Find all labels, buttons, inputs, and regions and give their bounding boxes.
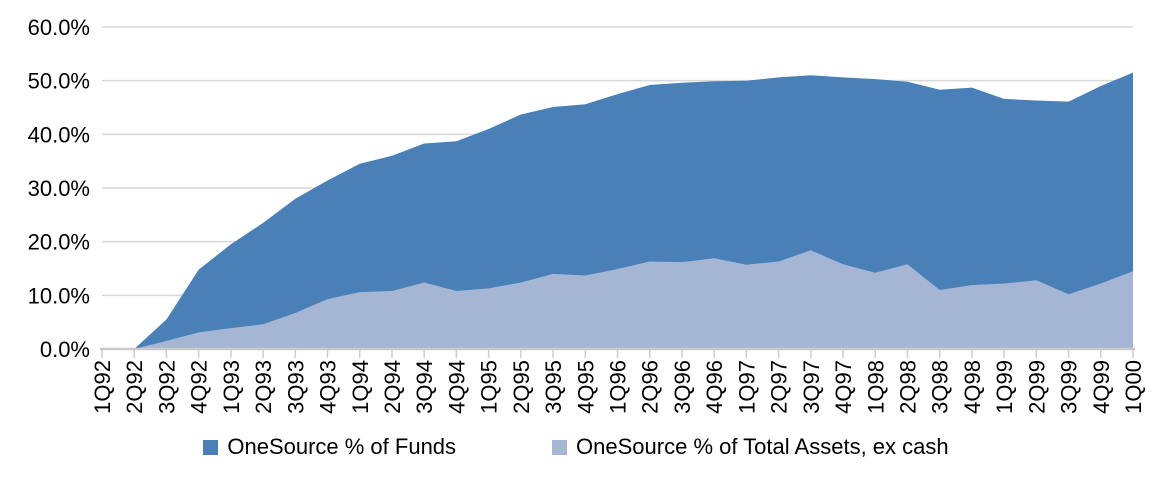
y-tick-label: 20.0% [28, 230, 90, 255]
y-tick-label: 0.0% [40, 337, 90, 362]
area-chart-canvas: 0.0% 10.0% 20.0% 30.0% 40.0% 50.0% 60.0% 1Q92 2Q… [28, 15, 1146, 414]
x-tick-label: 1Q95 [477, 360, 502, 414]
x-tick-label: 4Q97 [831, 360, 856, 414]
x-tick-label: 3Q94 [412, 360, 437, 414]
legend-label-assets: OneSource % of Total Assets, ex cash [576, 434, 949, 459]
x-tick-label: 2Q98 [896, 360, 921, 414]
legend-swatch-funds-icon [203, 439, 219, 455]
x-tick-label: 1Q93 [219, 360, 244, 414]
x-tick-label: 1Q99 [992, 360, 1017, 414]
x-tick-label: 1Q98 [863, 360, 888, 414]
x-tick-label: 4Q99 [1089, 360, 1114, 414]
legend-item-assets: OneSource % of Total Assets, ex cash [552, 434, 949, 460]
y-tick-label: 30.0% [28, 176, 90, 201]
legend-label-funds: OneSource % of Funds [227, 434, 457, 459]
y-tick-label: 10.0% [28, 283, 90, 308]
x-tick-label: 3Q95 [541, 360, 566, 414]
chart-legend: OneSource % of Funds OneSource % of Tota… [0, 434, 1152, 460]
x-tick-label: 2Q94 [380, 360, 405, 414]
y-tick-label: 50.0% [28, 69, 90, 94]
x-tick-label: 1Q94 [348, 360, 373, 414]
area-series-1 [102, 250, 1133, 349]
y-tick-label: 40.0% [28, 122, 90, 147]
x-tick-label: 2Q99 [1024, 360, 1049, 414]
x-tick-label: 1Q92 [90, 360, 115, 414]
x-tick-label: 4Q94 [444, 360, 469, 414]
x-tick-label: 4Q93 [316, 360, 341, 414]
x-tick-label: 3Q97 [799, 360, 824, 414]
x-tick-label: 1Q97 [734, 360, 759, 414]
x-tick-label: 3Q98 [928, 360, 953, 414]
x-tick-label: 1Q96 [606, 360, 631, 414]
x-tick-label: 4Q95 [573, 360, 598, 414]
x-tick-label: 3Q92 [154, 360, 179, 414]
x-tick-label: 3Q99 [1057, 360, 1082, 414]
y-tick-label: 60.0% [28, 15, 90, 40]
x-tick-label: 4Q96 [702, 360, 727, 414]
x-tick-label: 2Q95 [509, 360, 534, 414]
x-tick-label: 2Q93 [251, 360, 276, 414]
x-tick-label: 2Q96 [638, 360, 663, 414]
x-tick-label: 3Q96 [670, 360, 695, 414]
x-tick-label: 2Q92 [122, 360, 147, 414]
x-tick-label: 3Q93 [283, 360, 308, 414]
x-tick-label: 2Q97 [767, 360, 792, 414]
x-tick-label: 4Q98 [960, 360, 985, 414]
legend-item-funds: OneSource % of Funds [203, 434, 456, 460]
legend-swatch-assets-icon [552, 439, 568, 455]
x-tick-label: 4Q92 [187, 360, 212, 414]
x-tick-label: 1Q00 [1121, 360, 1146, 414]
